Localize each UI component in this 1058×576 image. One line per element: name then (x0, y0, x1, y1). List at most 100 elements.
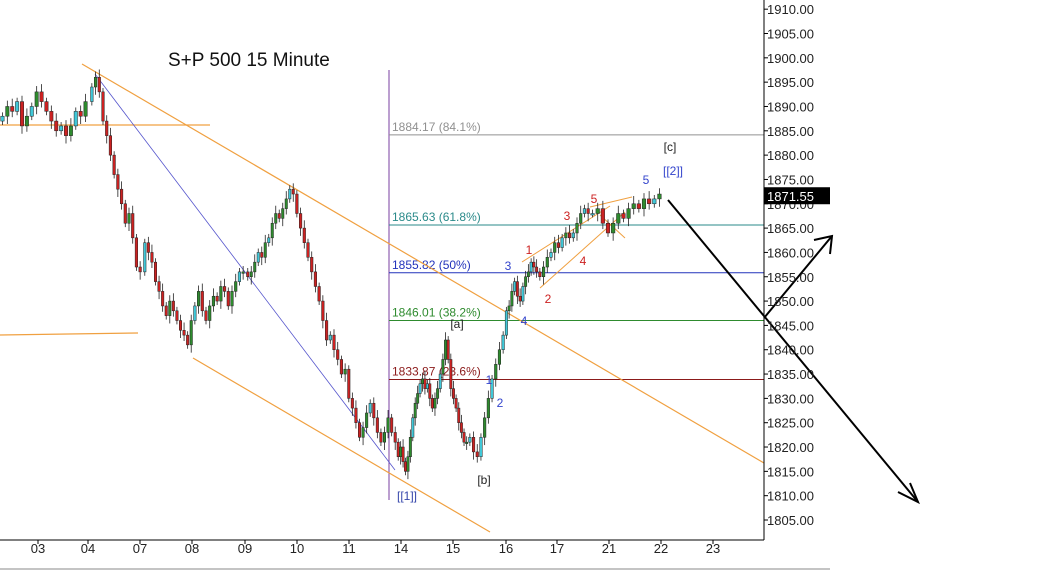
candle-body (328, 334, 332, 341)
candle-body (372, 402, 376, 419)
y-tick-label: 1840.00 (767, 343, 814, 358)
candle-body (564, 232, 568, 239)
y-tick-label: 1905.00 (767, 27, 814, 42)
candle-body (321, 300, 325, 321)
y-tick-label: 1900.00 (767, 51, 814, 66)
candle-body (116, 174, 120, 190)
candle-body (211, 295, 215, 307)
candle-body (215, 295, 219, 302)
x-tick-label: 11 (342, 541, 356, 556)
candle-body (237, 271, 241, 282)
y-tick-label: 1910.00 (767, 2, 814, 17)
candle-body (529, 261, 533, 273)
candle-body (164, 305, 168, 316)
wave-label: 3 (564, 209, 571, 223)
candle-body (138, 266, 142, 273)
candle-body (306, 242, 310, 258)
candle-body (260, 252, 264, 258)
candle-body (579, 213, 583, 224)
x-tick-label: 10 (290, 541, 304, 556)
candle-body (123, 203, 127, 224)
candle-body (270, 222, 274, 239)
candle-body (29, 106, 34, 117)
candle-body (462, 432, 466, 443)
y-tick-label: 1835.00 (767, 367, 814, 382)
candle-body (575, 222, 579, 234)
x-tick-label: 04 (81, 541, 95, 556)
candle-body (361, 427, 365, 438)
candle-body (411, 417, 415, 438)
candle-body (441, 359, 445, 375)
candle-body (101, 91, 105, 122)
candle-body (64, 125, 68, 136)
candle-body (526, 271, 530, 278)
candle-body (347, 368, 351, 399)
fib-level-label: 1855.82 (50%) (392, 258, 471, 272)
x-tick-label: 09 (238, 541, 252, 556)
projection-arrow-up-head (813, 234, 834, 255)
candle-body (44, 101, 49, 112)
candle-body (379, 432, 383, 443)
candle-body (171, 300, 175, 312)
candle-body (465, 441, 469, 444)
candle-body (446, 339, 450, 360)
candle-body (59, 125, 64, 132)
candle-body (416, 393, 420, 404)
candle-body (24, 115, 29, 127)
x-tick-label: 14 (394, 541, 408, 556)
candle-body (299, 213, 303, 229)
candle-body (368, 402, 372, 414)
candle-body (515, 281, 519, 297)
candle-body (568, 232, 572, 239)
x-tick-label: 23 (706, 541, 720, 556)
candle-body (83, 101, 88, 117)
candle-body (291, 188, 295, 195)
candle-body (510, 291, 514, 307)
candle-body (108, 135, 112, 156)
candle-body (219, 286, 223, 302)
x-tick-label: 22 (654, 541, 668, 556)
candle-body (179, 320, 182, 331)
y-tick-label: 1845.00 (767, 318, 814, 333)
candle-body (317, 286, 321, 302)
wave-label: [a] (450, 317, 463, 331)
candle-body (404, 461, 407, 472)
candle-body (281, 208, 285, 219)
candle-body (406, 456, 410, 472)
y-tick-label: 1855.00 (767, 270, 814, 285)
candle-body (393, 432, 397, 443)
candle-body (571, 232, 575, 239)
candle-body (310, 257, 314, 273)
projection-arrow-down (667, 199, 919, 503)
trend-line-blue (94, 73, 396, 471)
wave-label: [c] (664, 140, 677, 154)
support-line (0, 332, 139, 336)
candle-body (438, 373, 442, 389)
candle-body (611, 222, 616, 234)
candle-body (146, 242, 150, 253)
wave-label: 5 (591, 192, 598, 206)
candle-body (350, 398, 354, 409)
candle-body (208, 305, 212, 321)
candle-body (396, 441, 400, 458)
candle-body (134, 237, 138, 268)
wave-label: 4 (521, 314, 528, 328)
candle-body (39, 91, 44, 102)
candle-body (193, 305, 197, 321)
candle-body (652, 198, 657, 205)
candle-body (631, 203, 636, 209)
channel-upper-line (81, 63, 765, 464)
candle-body (532, 261, 536, 268)
candle-body (277, 213, 281, 219)
candle-body (430, 398, 434, 409)
candle-body (444, 339, 447, 360)
candle-body (428, 383, 432, 399)
y-tick-label: 1850.00 (767, 294, 814, 309)
last-price-box (764, 187, 830, 205)
candle-body (542, 266, 546, 277)
fib-level-label: 1846.01 (38.2%) (392, 305, 481, 319)
candle-body (182, 330, 186, 336)
x-tick-label: 17 (550, 541, 564, 556)
